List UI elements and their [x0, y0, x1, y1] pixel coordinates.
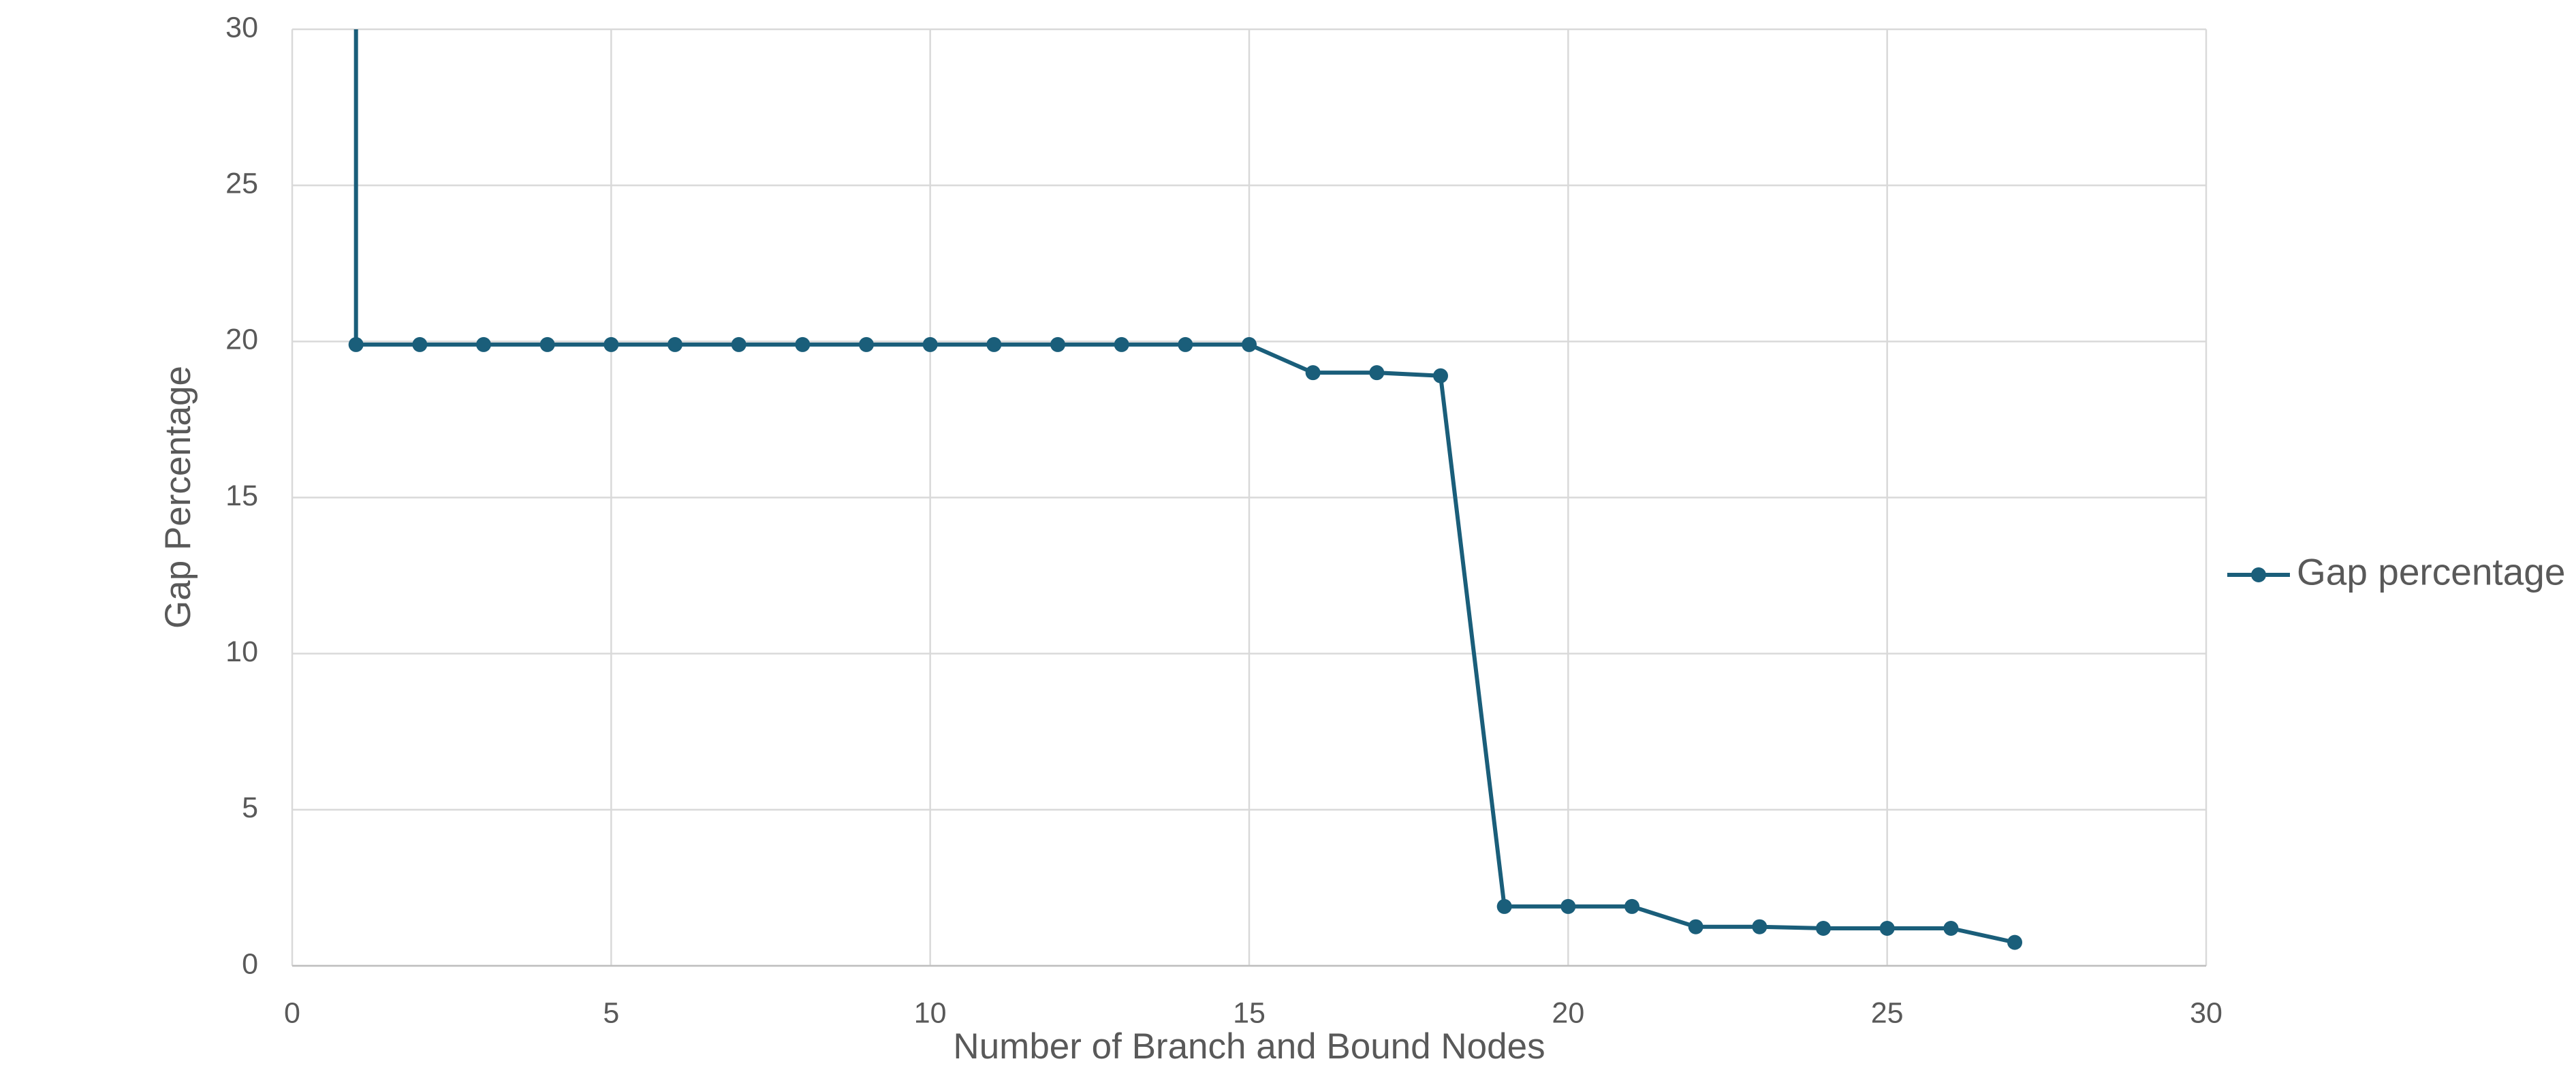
data-point	[1178, 336, 1193, 352]
y-tick-label: 10	[225, 635, 258, 668]
data-point	[795, 336, 811, 352]
data-point	[1305, 365, 1321, 381]
x-tick-label: 10	[914, 996, 947, 1029]
data-point	[1560, 898, 1576, 914]
x-tick-label: 0	[284, 996, 300, 1029]
data-point	[539, 336, 555, 352]
data-point	[1496, 898, 1512, 914]
data-point	[1624, 898, 1639, 914]
data-point	[603, 336, 619, 352]
data-point	[859, 336, 874, 352]
plot-area	[348, 29, 2022, 950]
legend-marker	[2251, 567, 2266, 582]
data-point	[1369, 365, 1385, 381]
data-point	[667, 336, 682, 352]
data-point	[922, 336, 938, 352]
data-point	[1688, 919, 1703, 934]
data-point	[1752, 919, 1768, 934]
data-line	[354, 29, 2015, 945]
data-point	[1816, 921, 1831, 936]
data-point	[1433, 368, 1448, 383]
x-tick-label: 5	[603, 996, 619, 1029]
y-axis-title: Gap Percentage	[158, 366, 198, 629]
data-point	[348, 336, 364, 352]
data-point	[476, 336, 491, 352]
x-tick-label: 15	[1233, 996, 1266, 1029]
y-tick-label: 5	[242, 791, 258, 824]
data-point	[1242, 336, 1257, 352]
y-tick-label: 0	[242, 947, 258, 980]
y-tick-label: 30	[225, 11, 258, 44]
y-tick-label: 20	[225, 324, 258, 356]
x-axis-title: Number of Branch and Bound Nodes	[953, 1026, 1545, 1067]
data-point	[1050, 336, 1065, 352]
data-point	[2007, 934, 2022, 950]
data-point	[731, 336, 747, 352]
y-tick-label: 25	[225, 168, 258, 200]
data-point	[1114, 336, 1129, 352]
x-tick-label: 20	[1552, 996, 1584, 1029]
y-tick-label: 15	[225, 479, 258, 512]
data-point	[1879, 921, 1895, 936]
x-tick-label: 30	[2190, 996, 2222, 1029]
data-point	[412, 336, 428, 352]
data-point	[1943, 921, 1959, 936]
x-tick-label: 25	[1871, 996, 1904, 1029]
data-point	[986, 336, 1002, 352]
legend-label: Gap percentage	[2297, 551, 2565, 593]
